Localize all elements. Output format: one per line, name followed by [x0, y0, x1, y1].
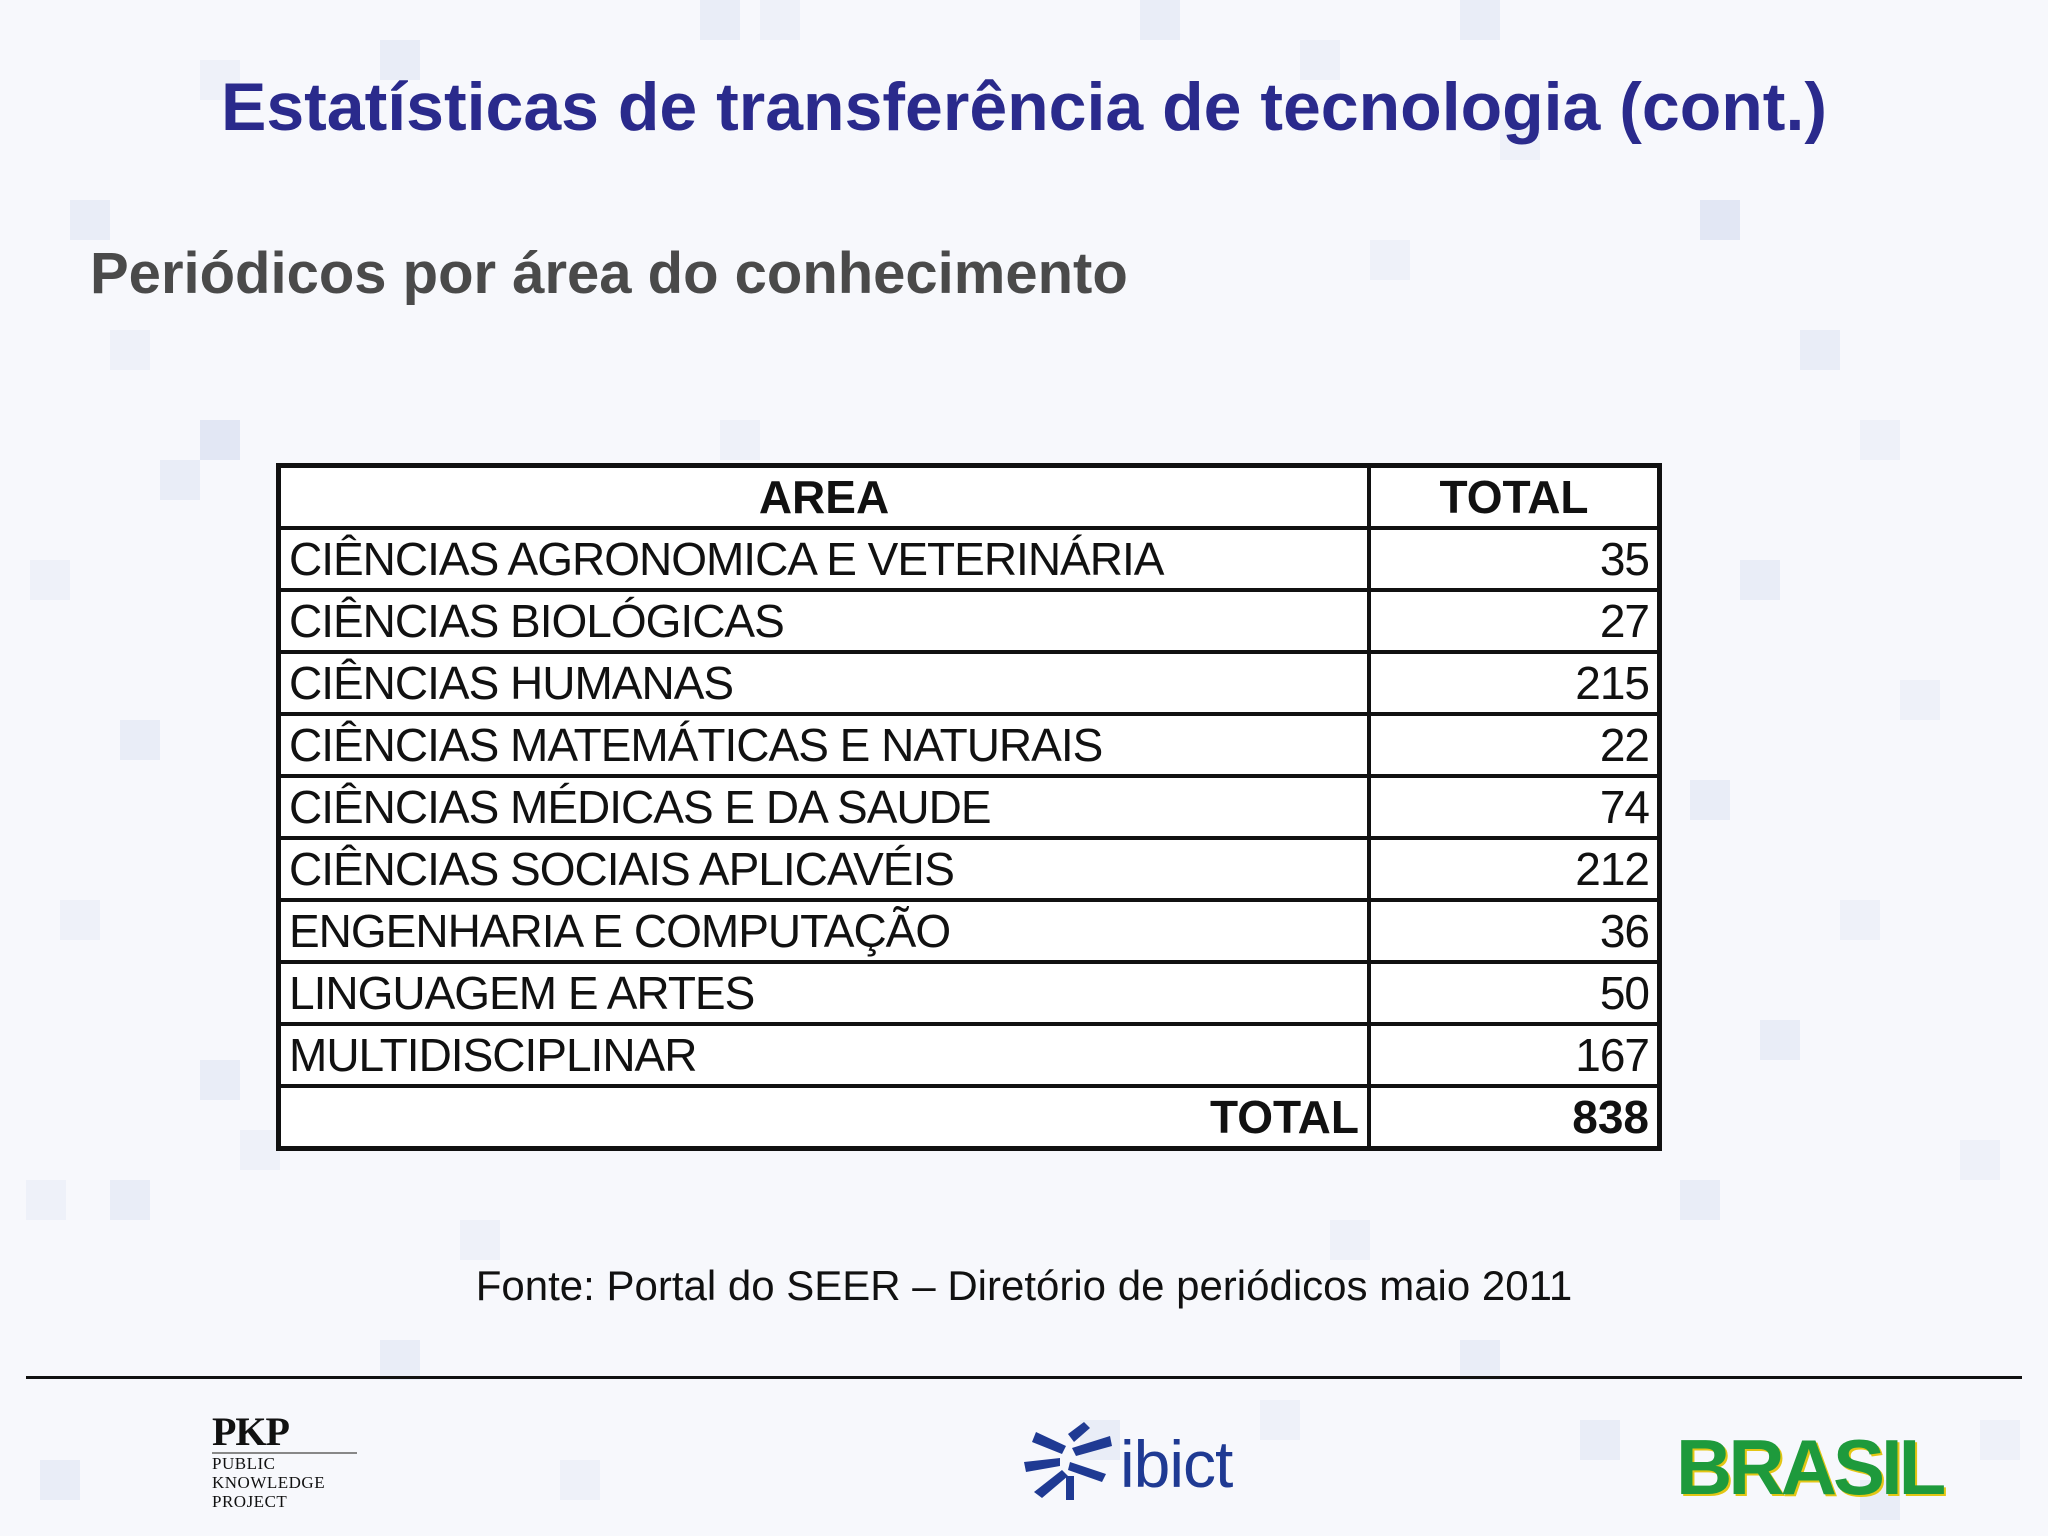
- area-cell: CIÊNCIAS MÉDICAS E DA SAUDE: [276, 774, 1371, 840]
- ibict-logo: ibict: [1022, 1418, 1252, 1508]
- table-header-row: AREA TOTAL: [276, 463, 1662, 530]
- brasil-logo: BRASIL: [1676, 1423, 1946, 1511]
- total-cell: 35: [1367, 526, 1662, 592]
- area-cell: MULTIDISCIPLINAR: [276, 1022, 1371, 1088]
- table-row: CIÊNCIAS MATEMÁTICAS E NATURAIS 22: [276, 712, 1662, 778]
- area-cell: ENGENHARIA E COMPUTAÇÃO: [276, 898, 1371, 964]
- column-header-area: AREA: [276, 463, 1371, 530]
- slide-subtitle: Periódicos por área do conhecimento: [90, 241, 1128, 306]
- area-cell: CIÊNCIAS MATEMÁTICAS E NATURAIS: [276, 712, 1371, 778]
- table-row: CIÊNCIAS HUMANAS 215: [276, 650, 1662, 716]
- ibict-wordmark: ibict: [1120, 1427, 1233, 1501]
- pkp-line-2: KNOWLEDGE: [212, 1473, 326, 1492]
- total-cell: 50: [1367, 960, 1662, 1026]
- total-cell: 27: [1367, 588, 1662, 654]
- total-cell: 167: [1367, 1022, 1662, 1088]
- pkp-logo: PKP PUBLIC KNOWLEDGE PROJECT: [212, 1412, 362, 1512]
- total-cell: 215: [1367, 650, 1662, 716]
- table-row: LINGUAGEM E ARTES 50: [276, 960, 1662, 1026]
- brasil-wordmark: BRASIL: [1676, 1423, 1946, 1511]
- table-row: CIÊNCIAS SOCIAIS APLICAVÉIS 212: [276, 836, 1662, 902]
- table-row: MULTIDISCIPLINAR 167: [276, 1022, 1662, 1088]
- total-cell: 22: [1367, 712, 1662, 778]
- area-cell: LINGUAGEM E ARTES: [276, 960, 1371, 1026]
- area-cell: CIÊNCIAS SOCIAIS APLICAVÉIS: [276, 836, 1371, 902]
- table-row: CIÊNCIAS BIOLÓGICAS 27: [276, 588, 1662, 654]
- ibict-star-icon: [1024, 1422, 1112, 1500]
- table-row: CIÊNCIAS AGRONOMICA E VETERINÁRIA 35: [276, 526, 1662, 592]
- area-cell: CIÊNCIAS BIOLÓGICAS: [276, 588, 1371, 654]
- table-total-row: TOTAL 838: [276, 1084, 1662, 1151]
- slide-title: Estatísticas de transferência de tecnolo…: [220, 69, 1827, 145]
- column-header-total: TOTAL: [1367, 463, 1662, 530]
- grand-total-value: 838: [1367, 1084, 1662, 1151]
- total-cell: 212: [1367, 836, 1662, 902]
- footer-divider: [26, 1376, 2022, 1379]
- source-caption: Fonte: Portal do SEER – Diretório de per…: [475, 1262, 1573, 1309]
- pkp-line-1: PUBLIC: [212, 1454, 276, 1473]
- total-cell: 74: [1367, 774, 1662, 840]
- grand-total-label: TOTAL: [276, 1084, 1371, 1151]
- pkp-abbr: PKP: [212, 1412, 357, 1454]
- table-row: CIÊNCIAS MÉDICAS E DA SAUDE 74: [276, 774, 1662, 840]
- area-cell: CIÊNCIAS AGRONOMICA E VETERINÁRIA: [276, 526, 1371, 592]
- journals-by-area-table: AREA TOTAL CIÊNCIAS AGRONOMICA E VETERIN…: [276, 463, 1662, 1151]
- total-cell: 36: [1367, 898, 1662, 964]
- table-row: ENGENHARIA E COMPUTAÇÃO 36: [276, 898, 1662, 964]
- area-cell: CIÊNCIAS HUMANAS: [276, 650, 1371, 716]
- pkp-line-3: PROJECT: [212, 1492, 288, 1511]
